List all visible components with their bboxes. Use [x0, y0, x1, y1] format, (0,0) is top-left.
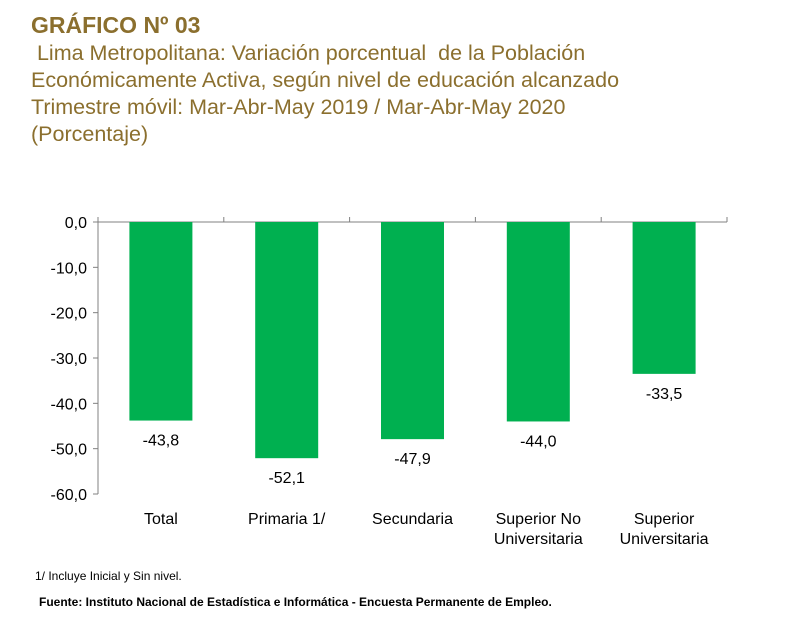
- category-label: Primaria 1/: [248, 511, 326, 528]
- chart-title-block: GRÁFICO Nº 03 Lima Metropolitana: Variac…: [31, 10, 791, 148]
- y-tick-label: -50,0: [51, 442, 88, 459]
- y-tick-label: -40,0: [51, 396, 88, 413]
- category-label: Universitaria: [620, 531, 709, 548]
- data-label: -33,5: [646, 386, 683, 403]
- bar: [506, 222, 570, 422]
- chart-title-line-4: (Porcentaje): [31, 122, 149, 146]
- y-tick-label: 0,0: [65, 215, 87, 232]
- category-label: Superior: [634, 511, 695, 528]
- data-label: -43,8: [143, 433, 180, 450]
- bar: [632, 222, 696, 374]
- bar: [381, 222, 444, 440]
- chart-title-line-2: Económicamente Activa, según nivel de ed…: [31, 68, 620, 92]
- bar: [129, 222, 193, 421]
- data-label: -47,9: [394, 451, 431, 468]
- chart-title-line-3: Trimestre móvil: Mar-Abr-May 2019 / Mar-…: [31, 95, 566, 119]
- y-tick-label: -20,0: [51, 306, 88, 323]
- y-tick-label: -10,0: [51, 260, 88, 277]
- chart-title-line-1: Lima Metropolitana: Variación porcentual…: [31, 41, 586, 65]
- category-label: Secundaria: [372, 511, 453, 528]
- bar: [255, 222, 319, 459]
- category-label: Superior No: [496, 511, 581, 528]
- y-tick-label: -30,0: [51, 351, 88, 368]
- data-label: -52,1: [268, 470, 305, 487]
- y-tick-label: -60,0: [51, 487, 88, 504]
- category-label: Total: [144, 511, 178, 528]
- footnote: 1/ Incluye Inicial y Sin nivel.: [35, 569, 182, 583]
- chart-number: GRÁFICO Nº 03: [31, 12, 201, 38]
- source-note: Fuente: Instituto Nacional de Estadístic…: [39, 595, 552, 609]
- category-label: Universitaria: [494, 531, 583, 548]
- data-label: -44,0: [520, 433, 557, 450]
